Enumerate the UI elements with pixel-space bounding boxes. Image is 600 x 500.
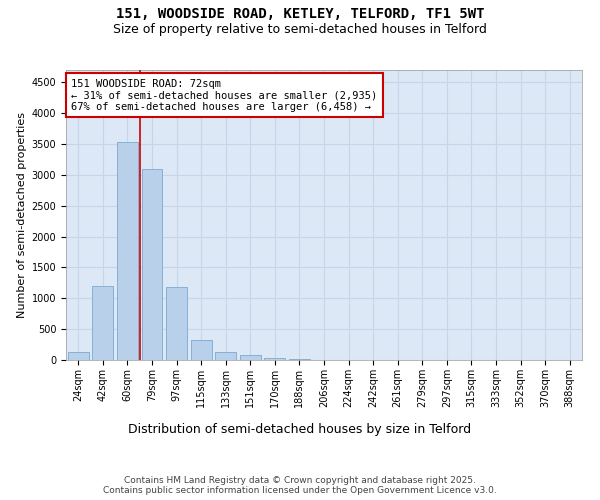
Bar bbox=[240, 356, 261, 360]
Bar bbox=[166, 286, 187, 360]
Text: 151 WOODSIDE ROAD: 72sqm
← 31% of semi-detached houses are smaller (2,935)
67% o: 151 WOODSIDE ROAD: 72sqm ← 31% of semi-d… bbox=[71, 78, 377, 112]
Bar bbox=[265, 358, 286, 360]
Y-axis label: Number of semi-detached properties: Number of semi-detached properties bbox=[17, 112, 28, 318]
Bar bbox=[191, 340, 212, 360]
Bar bbox=[68, 352, 89, 360]
Bar bbox=[117, 142, 138, 360]
Text: Contains HM Land Registry data © Crown copyright and database right 2025.
Contai: Contains HM Land Registry data © Crown c… bbox=[103, 476, 497, 495]
Text: Distribution of semi-detached houses by size in Telford: Distribution of semi-detached houses by … bbox=[128, 422, 472, 436]
Text: Size of property relative to semi-detached houses in Telford: Size of property relative to semi-detach… bbox=[113, 22, 487, 36]
Bar bbox=[92, 286, 113, 360]
Bar bbox=[142, 170, 163, 360]
Text: 151, WOODSIDE ROAD, KETLEY, TELFORD, TF1 5WT: 151, WOODSIDE ROAD, KETLEY, TELFORD, TF1… bbox=[116, 8, 484, 22]
Bar bbox=[215, 352, 236, 360]
